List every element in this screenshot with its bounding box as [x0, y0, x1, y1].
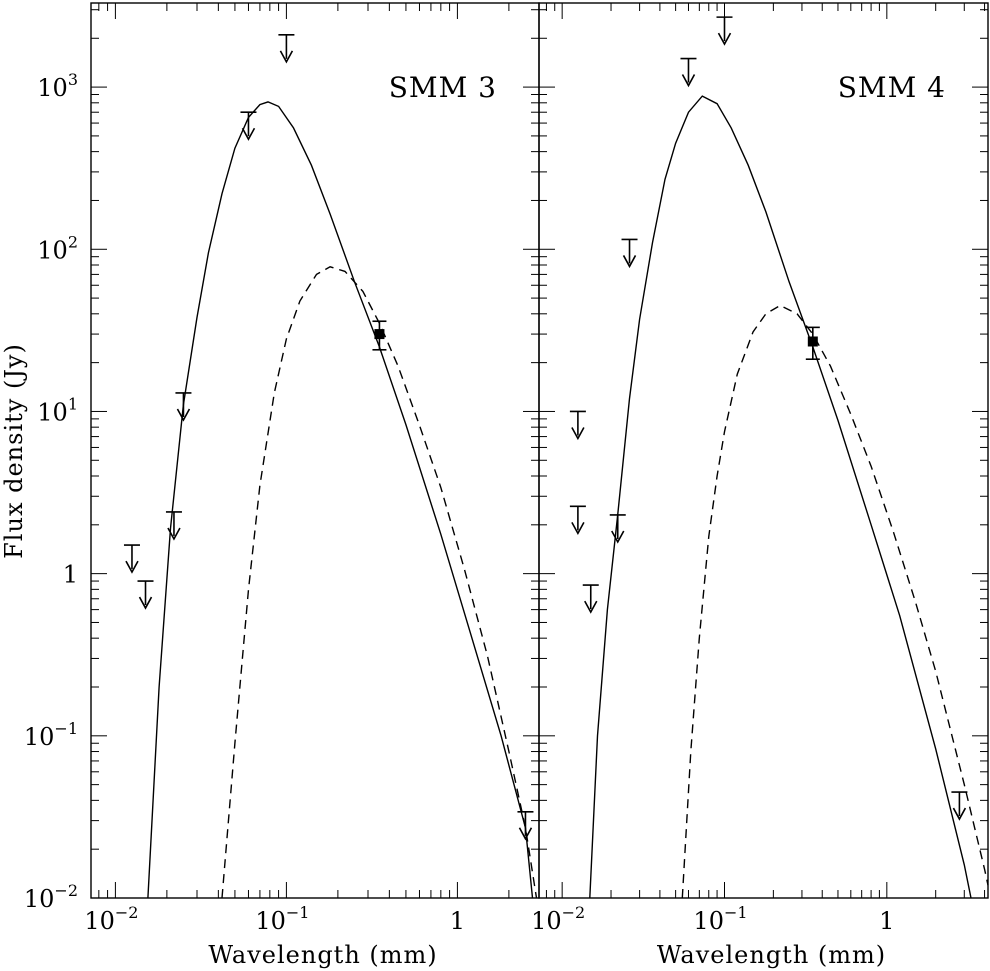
- axis-ticks: [91, 3, 988, 899]
- panel1-upper-limit: [278, 34, 295, 64]
- panel1-upper-limit-arrowhead: [138, 596, 153, 610]
- panel2-xtick-label: 10−2: [531, 903, 585, 935]
- panel1-upper-limit: [240, 111, 257, 141]
- panel2-upper-limit: [716, 16, 733, 46]
- y-tick-label: 101: [37, 394, 78, 426]
- panel2-x-axis-label: Wavelength (mm): [657, 941, 886, 969]
- panel2-xtick-label: 10−1: [693, 903, 747, 935]
- panel2-upper-limit: [680, 57, 697, 88]
- panel1-detection-marker: [374, 329, 385, 340]
- panel1-upper-limit-arrowhead: [279, 50, 294, 64]
- panel1-upper-limit-arrowhead: [518, 827, 533, 841]
- panel2-upper-limit: [951, 791, 968, 821]
- panel2-upper-limit-arrowhead: [571, 427, 585, 441]
- panel1-upper-limit-arrowhead: [125, 560, 139, 574]
- panel-frames: [90, 2, 989, 899]
- panel1-solid-curve: [147, 101, 534, 899]
- panel1-frame: [90, 2, 540, 899]
- model-curves: [147, 95, 989, 899]
- panel1-label: SMM 3: [389, 71, 497, 104]
- panel2-frame: [538, 2, 989, 899]
- y-tick-label: 10−1: [24, 719, 78, 751]
- panel1-upper-limit-arrowhead: [176, 408, 191, 422]
- panel1-xtick-label: 10−2: [84, 903, 138, 935]
- panel2-detection-point: [805, 326, 820, 360]
- data-points: [123, 16, 968, 841]
- panel1-upper-limit: [175, 392, 192, 422]
- panel2-upper-limit-arrowhead: [611, 530, 625, 544]
- panel1-upper-limit-arrowhead: [167, 527, 181, 541]
- panel2-solid-curve: [589, 95, 972, 899]
- panel1-upper-limit-arrowhead: [241, 127, 256, 141]
- panel2-dashed-curve: [681, 304, 989, 899]
- y-tick-label: 103: [37, 70, 78, 102]
- y-tick-label: 10−2: [24, 881, 78, 913]
- y-tick-label: 102: [37, 232, 78, 264]
- panel2-upper-limit: [569, 410, 586, 441]
- panel1-x-axis-label: Wavelength (mm): [208, 941, 437, 969]
- panel1-detection-point: [372, 320, 387, 351]
- panel2-upper-limit: [569, 505, 586, 536]
- y-tick-label: 1: [63, 561, 78, 589]
- panel2-label: SMM 4: [838, 71, 946, 104]
- panel2-upper-limit-arrowhead: [681, 74, 696, 88]
- panel1-upper-limit: [123, 544, 140, 574]
- panel2-upper-limit-arrowhead: [584, 600, 598, 614]
- panel2-upper-limit-arrowhead: [952, 807, 967, 821]
- panel2-upper-limit: [621, 238, 638, 269]
- panel2-xtick-label: 1: [879, 907, 894, 935]
- panel2-upper-limit-arrowhead: [717, 32, 732, 46]
- panel2-detection-marker: [807, 336, 818, 347]
- panel1-xtick-label: 10−1: [255, 903, 309, 935]
- panel2-upper-limit: [582, 584, 599, 614]
- y-axis-label: Flux density (Jy): [0, 343, 28, 559]
- panel1-upper-limit: [517, 811, 534, 841]
- panel2-upper-limit-arrowhead: [571, 521, 585, 536]
- panel1-upper-limit: [137, 580, 154, 610]
- panel2-upper-limit-arrowhead: [622, 255, 637, 269]
- panel1-upper-limit: [165, 511, 182, 541]
- panel1-dashed-curve: [221, 266, 538, 899]
- panel2-upper-limit: [609, 514, 626, 544]
- panel1-xtick-label: 1: [450, 907, 465, 935]
